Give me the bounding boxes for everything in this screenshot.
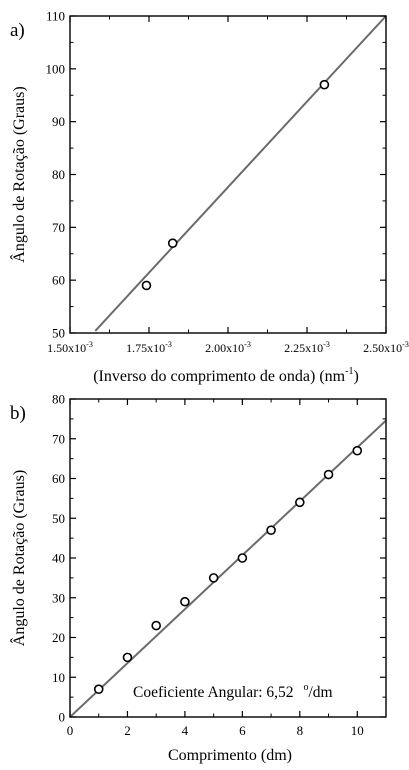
y-tick-label: 20 xyxy=(52,630,65,645)
x-axis-label: (Inverso do comprimento de onda) (nm-1) xyxy=(93,366,359,385)
y-tick-label: 60 xyxy=(52,273,65,288)
panel-label: a) xyxy=(10,20,25,41)
data-point xyxy=(180,596,190,607)
y-tick-label: 100 xyxy=(46,61,66,76)
y-tick-label: 80 xyxy=(52,167,65,182)
data-point xyxy=(295,497,305,508)
y-tick-label: 70 xyxy=(52,220,65,235)
x-tick-label: 1.75x10-3 xyxy=(126,340,172,355)
y-tick-label: 50 xyxy=(52,326,65,341)
y-tick-label: 70 xyxy=(52,431,65,446)
data-point xyxy=(151,620,161,631)
x-tick-label: 6 xyxy=(239,723,246,738)
panel-label: b) xyxy=(10,403,26,424)
y-tick-label: 30 xyxy=(52,590,65,605)
fit-line xyxy=(70,419,386,717)
x-tick-label: 0 xyxy=(67,723,74,738)
x-axis-label: Comprimento (dm) xyxy=(168,747,292,764)
chart-panel-b: 0 10 20 30 40 50 60 70 80 0 2 4 6 8 10 b) Ângulo de Rota… xyxy=(9,392,387,764)
y-tick-label: 90 xyxy=(52,114,65,129)
x-tick-label: 2.50x10-3 xyxy=(363,340,409,355)
data-point xyxy=(141,280,152,291)
chart-panel-a: 50 60 70 80 90 100 110 1.50x10-3 1.75x10-3 2.00x1… xyxy=(9,9,409,386)
plot-frame xyxy=(69,15,387,334)
data-point xyxy=(319,79,330,90)
y-axis-label: Ângulo de Rotação (Graus) xyxy=(9,86,28,262)
y-tick-label: 110 xyxy=(46,9,65,24)
x-tick-label: 2.00x10-3 xyxy=(205,340,251,355)
data-point xyxy=(237,553,248,563)
slope-annotation: Coeficiente Angular: 6,52 o/dm xyxy=(133,682,333,701)
y-tick-label: 80 xyxy=(52,392,65,407)
data-point xyxy=(93,684,104,694)
data-point xyxy=(167,238,178,248)
x-tick-label: 4 xyxy=(182,723,189,738)
plot-frame xyxy=(69,398,387,718)
y-tick-label: 40 xyxy=(52,551,65,566)
fit-line xyxy=(94,16,386,332)
data-point xyxy=(122,652,133,663)
x-tick-label: 2.25x10-3 xyxy=(284,340,330,355)
x-tick-label: 2 xyxy=(124,723,131,738)
x-tick-label: 8 xyxy=(297,723,304,738)
y-tick-label: 50 xyxy=(52,511,65,526)
data-point xyxy=(266,525,276,535)
x-tick-label: 10 xyxy=(351,723,364,738)
y-tick-label: 10 xyxy=(52,670,65,685)
data-point xyxy=(208,573,219,583)
y-axis-label: Ângulo de Rotação (Graus) xyxy=(9,470,28,646)
x-tick-label: 1.50x10-3 xyxy=(47,340,93,355)
data-point xyxy=(323,469,334,480)
data-point xyxy=(352,445,363,456)
y-tick-label: 0 xyxy=(59,710,66,725)
y-tick-label: 60 xyxy=(52,471,65,486)
